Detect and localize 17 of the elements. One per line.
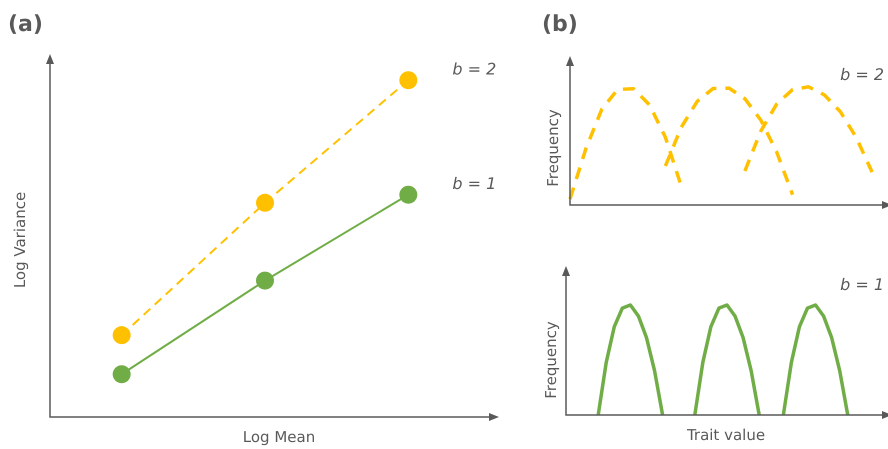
point [399,186,418,204]
y-axis-title: Frequency [542,321,560,399]
point [112,365,131,384]
point [256,272,274,290]
text: b = 1 [840,275,884,294]
point [112,326,131,344]
chart-title: (b) [542,12,578,38]
text: b = 2 [452,59,496,78]
point [256,194,274,212]
point [399,71,418,90]
x-axis-title: Trait value [686,426,766,444]
chart-title: (a) [8,12,43,38]
text: b = 2 [840,65,884,84]
text: b = 1 [452,174,496,193]
y-axis-title: Frequency [544,109,562,187]
x-axis-title: Log Mean [242,428,316,446]
y-axis-title: Log Variance [11,192,29,288]
